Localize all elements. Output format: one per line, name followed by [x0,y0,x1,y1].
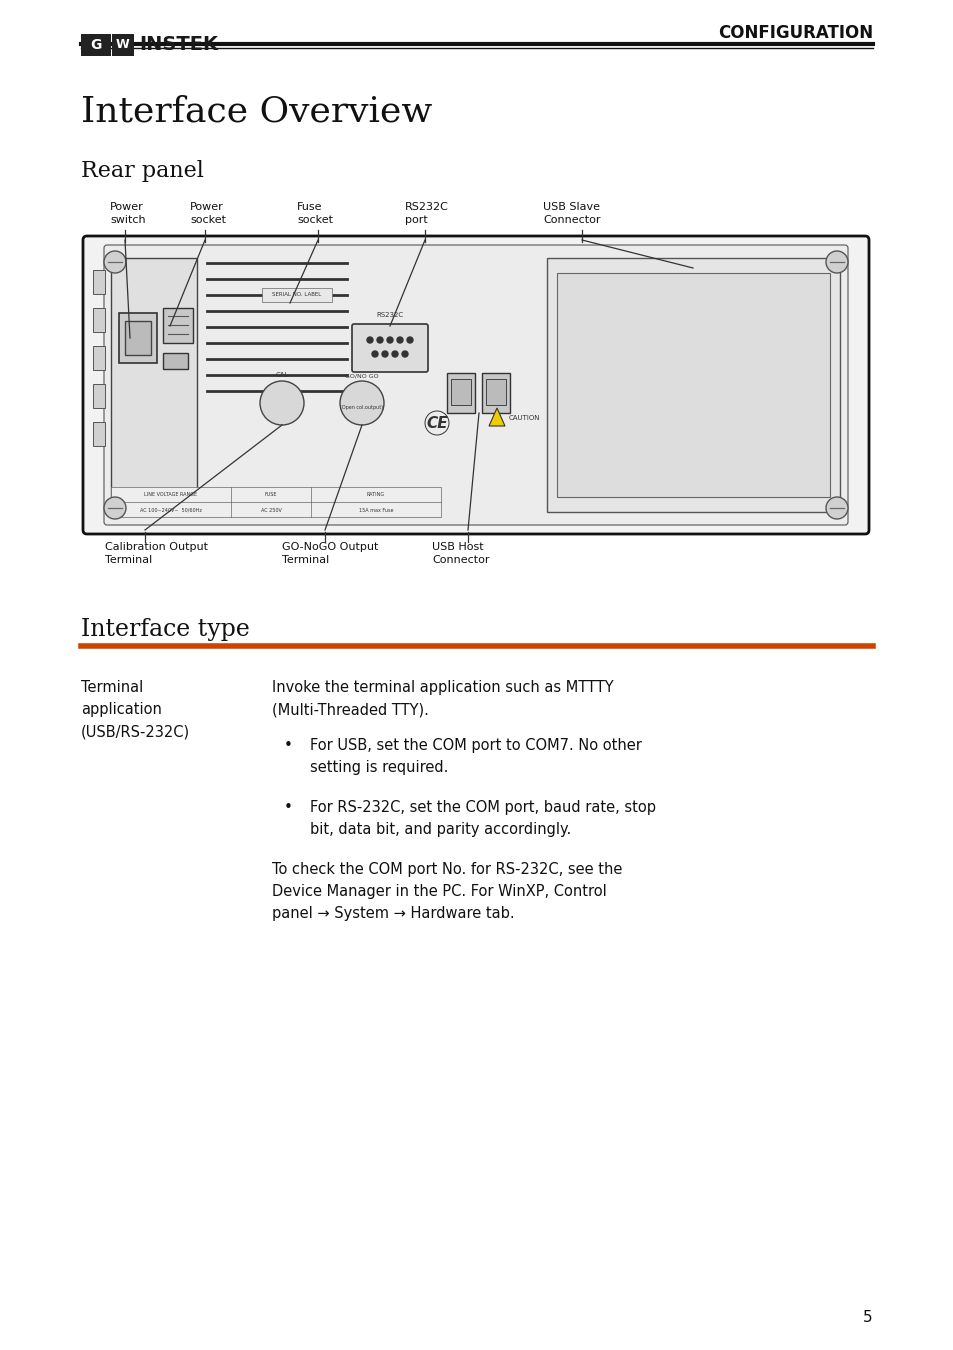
Text: INSTEK: INSTEK [139,35,218,54]
Text: For USB, set the COM port to COM7. No other
setting is required.: For USB, set the COM port to COM7. No ot… [310,738,641,775]
Bar [111,487,440,517]
Text: (Open col.output): (Open col.output) [340,405,383,409]
Text: Terminal
application
(USB/RS-232C): Terminal application (USB/RS-232C) [81,680,190,740]
Text: SERIAL NO. LABEL: SERIAL NO. LABEL [273,293,321,297]
Circle shape [339,381,384,425]
Bar [119,313,157,363]
Text: Power
switch: Power switch [110,202,146,225]
Text: GO/NO GO: GO/NO GO [345,373,378,378]
Circle shape [372,351,377,356]
Text: For RS-232C, set the COM port, baud rate, stop
bit, data bit, and parity accordi: For RS-232C, set the COM port, baud rate… [310,801,656,837]
Text: CONFIGURATION: CONFIGURATION [717,24,872,42]
Text: CAL: CAL [275,373,289,378]
Bar [447,373,475,413]
Bar [111,258,196,512]
Text: W: W [116,39,130,51]
FancyBboxPatch shape [104,244,847,525]
Circle shape [387,338,393,343]
Bar [546,258,840,512]
Text: Rear panel: Rear panel [81,161,204,182]
Bar [81,34,111,55]
Text: AC 100~240V~  50/60Hz: AC 100~240V~ 50/60Hz [140,508,202,513]
Text: CE: CE [426,416,447,431]
Text: •: • [284,801,293,815]
Text: G: G [91,38,102,53]
Text: RS232C: RS232C [376,312,403,319]
Circle shape [401,351,408,356]
Circle shape [396,338,402,343]
Bar [163,352,188,369]
Circle shape [381,351,388,356]
Bar [163,308,193,343]
Bar [485,379,505,405]
Text: Calibration Output
Terminal: Calibration Output Terminal [105,541,208,566]
Text: USB Slave
Connector: USB Slave Connector [542,202,599,225]
Bar [92,346,105,370]
Bar [451,379,471,405]
Bar [262,288,332,302]
Text: USB Host
Connector: USB Host Connector [432,541,489,566]
Text: GO-NoGO Output
Terminal: GO-NoGO Output Terminal [282,541,378,566]
Circle shape [376,338,382,343]
Circle shape [367,338,373,343]
Bar [92,270,105,294]
Bar [92,383,105,408]
Bar [125,321,151,355]
Text: To check the COM port No. for RS-232C, see the
Device Manager in the PC. For Win: To check the COM port No. for RS-232C, s… [272,863,621,922]
Bar [112,34,133,55]
Circle shape [104,497,126,518]
Text: Invoke the terminal application such as MTTTY
(Multi-Threaded TTY).: Invoke the terminal application such as … [272,680,613,717]
Circle shape [407,338,413,343]
Text: Interface type: Interface type [81,618,250,641]
FancyBboxPatch shape [352,324,428,373]
Circle shape [825,497,847,518]
Text: 5: 5 [862,1310,872,1324]
Text: 15A max Fuse: 15A max Fuse [358,508,393,513]
Circle shape [260,381,304,425]
Text: AC 250V: AC 250V [260,508,281,513]
Bar [481,373,510,413]
Text: Fuse
socket: Fuse socket [296,202,333,225]
Text: Power
socket: Power socket [190,202,226,225]
FancyBboxPatch shape [83,236,868,535]
Bar [557,273,829,497]
Bar [92,423,105,446]
Circle shape [392,351,397,356]
Text: CAUTION: CAUTION [509,414,540,421]
Text: LINE VOLTAGE RANGE: LINE VOLTAGE RANGE [144,493,197,498]
Text: •: • [284,738,293,753]
Text: FUSE: FUSE [265,493,277,498]
Circle shape [104,251,126,273]
Bar [92,308,105,332]
Text: Interface Overview: Interface Overview [81,95,432,130]
Polygon shape [489,408,504,427]
Text: RATING: RATING [367,493,385,498]
Circle shape [825,251,847,273]
Text: RS232C
port: RS232C port [405,202,449,225]
